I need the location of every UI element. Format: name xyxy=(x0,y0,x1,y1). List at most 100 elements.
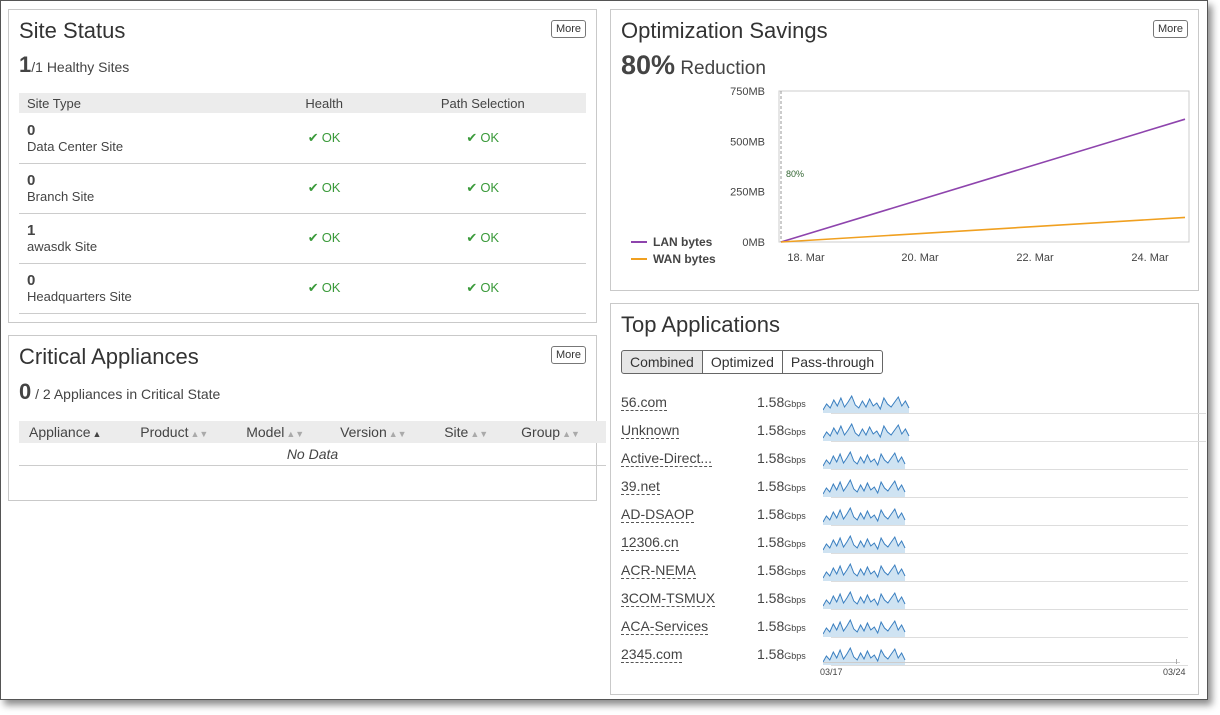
app-name-link[interactable]: 3COM-TSMUX xyxy=(621,590,716,607)
x-tick-label: 20. Mar xyxy=(901,252,939,264)
app-value: 1.58 xyxy=(757,534,785,550)
column-label: Group xyxy=(521,424,561,440)
legend-wan: WAN bytes xyxy=(631,250,716,267)
health-cell: ✔ OK xyxy=(268,263,380,314)
app-name-link[interactable]: 12306.cn xyxy=(621,534,679,551)
health-status: ✔ OK xyxy=(308,180,341,195)
check-icon: ✔ xyxy=(466,230,478,245)
tab-combined[interactable]: Combined xyxy=(621,350,703,374)
app-name-link[interactable]: Active-Direct... xyxy=(621,450,713,467)
tab-pass-through[interactable]: Pass-through xyxy=(781,350,884,374)
healthy-count: 1 xyxy=(19,52,32,77)
x-end-tick xyxy=(1176,659,1177,664)
app-value: 1.58 xyxy=(757,562,785,578)
app-row: 12306.cn 1.58Gbps xyxy=(621,532,1191,556)
app-name-link[interactable]: ACR-NEMA xyxy=(621,562,696,579)
app-name-link[interactable]: ACA-Services xyxy=(621,618,709,635)
site-status-panel: Site Status More 1/1 Healthy Sites Site … xyxy=(8,9,597,323)
column-model[interactable]: Model ▲▼ xyxy=(236,421,331,443)
column-appliance[interactable]: Appliance ▲ xyxy=(19,421,131,443)
optimization-savings-more-button[interactable]: More xyxy=(1152,20,1188,38)
app-unit: Gbps xyxy=(784,483,806,493)
sparkline-area xyxy=(823,592,905,609)
app-name-link[interactable]: 56.com xyxy=(621,394,667,411)
column-site[interactable]: Site ▲▼ xyxy=(434,421,512,443)
column-health: Health xyxy=(268,93,380,113)
site-count: 0 xyxy=(27,172,36,189)
app-unit: Gbps xyxy=(784,623,806,633)
health-text: OK xyxy=(321,280,341,295)
chart-legend: LAN bytes WAN bytes xyxy=(631,233,716,267)
tab-optimized[interactable]: Optimized xyxy=(701,350,783,374)
app-unit: Gbps xyxy=(784,455,806,465)
sparkline-area xyxy=(823,564,905,581)
sparkline xyxy=(823,450,906,469)
sparkline-line xyxy=(823,478,906,495)
no-data-text: No Data xyxy=(19,443,606,466)
check-icon: ✔ xyxy=(307,129,319,145)
y-tick-label: 500MB xyxy=(730,136,765,148)
health-status: ✔ OK xyxy=(308,280,341,295)
app-unit: Gbps xyxy=(784,539,806,549)
x-tick-label: 24. Mar xyxy=(1131,252,1169,264)
sparkline-line xyxy=(823,450,906,467)
column-product[interactable]: Product ▲▼ xyxy=(130,421,237,443)
sort-icon: ▲▼ xyxy=(470,429,489,439)
column-label: Model xyxy=(246,424,285,440)
app-throughput: 1.58Gbps xyxy=(757,646,806,662)
sparkline-line xyxy=(823,590,906,607)
y-tick-label: 750MB xyxy=(730,86,765,98)
app-name-link[interactable]: 2345.com xyxy=(621,646,683,663)
legend-wan-label: WAN bytes xyxy=(653,251,716,266)
sparkline-area xyxy=(823,480,905,497)
sparkline xyxy=(823,562,906,581)
app-unit: Gbps xyxy=(784,399,806,409)
app-unit: Gbps xyxy=(784,511,806,521)
row-divider xyxy=(831,413,1206,414)
sparkline-line xyxy=(823,394,910,411)
app-throughput: 1.58Gbps xyxy=(757,590,806,606)
app-value: 1.58 xyxy=(757,590,785,606)
site-type-cell: 0 Data Center Site xyxy=(19,113,269,164)
sort-icon: ▲▼ xyxy=(388,429,407,439)
app-name-link[interactable]: AD-DSAOP xyxy=(621,506,695,523)
row-divider xyxy=(831,525,1188,526)
health-text: OK xyxy=(321,180,341,195)
row-divider xyxy=(831,581,1188,582)
site-count: 1 xyxy=(27,222,36,239)
sparkline-area xyxy=(823,620,905,637)
app-row: 56.com 1.58Gbps xyxy=(621,392,1206,416)
optimization-savings-title: Optimization Savings xyxy=(621,18,828,43)
health-cell: ✔ OK xyxy=(268,213,380,264)
site-status-table: Site Type Health Path Selection 0 Data Ce… xyxy=(19,93,586,314)
check-icon: ✔ xyxy=(466,129,478,145)
column-group[interactable]: Group ▲▼ xyxy=(511,421,606,443)
column-label: Site xyxy=(444,424,469,440)
app-throughput: 1.58Gbps xyxy=(757,534,806,550)
row-divider xyxy=(831,553,1188,554)
app-row: Unknown 1.58Gbps xyxy=(621,420,1206,444)
app-row: 39.net 1.58Gbps xyxy=(621,476,1191,500)
critical-count: 0 xyxy=(19,379,32,404)
x-start-label: 03/17 xyxy=(820,667,843,677)
check-icon: ✔ xyxy=(307,280,319,295)
app-row: ACA-Services 1.58Gbps xyxy=(621,616,1191,640)
sparkline-area xyxy=(823,536,905,553)
site-row: 0 Branch Site ✔ OK ✔ OK xyxy=(19,163,586,214)
site-name: awasdk Site xyxy=(27,239,98,254)
app-row: 3COM-TSMUX 1.58Gbps xyxy=(621,588,1191,612)
critical-appliances-more-button[interactable]: More xyxy=(550,346,586,364)
app-row: ACR-NEMA 1.58Gbps xyxy=(621,560,1191,584)
wan-series-line xyxy=(780,216,1186,243)
path-cell: ✔ OK xyxy=(379,263,586,314)
app-name-link[interactable]: 39.net xyxy=(621,478,660,495)
app-name-link[interactable]: Unknown xyxy=(621,422,680,439)
column-version[interactable]: Version ▲▼ xyxy=(330,421,435,443)
health-text: OK xyxy=(321,129,341,145)
column-site-type: Site Type xyxy=(19,93,269,113)
app-unit: Gbps xyxy=(784,651,806,661)
site-status-more-button[interactable]: More xyxy=(550,20,586,38)
sparkline-area xyxy=(823,424,909,441)
legend-lan-swatch xyxy=(631,240,647,243)
site-row: 0 Data Center Site ✔ OK ✔ OK xyxy=(19,113,586,164)
